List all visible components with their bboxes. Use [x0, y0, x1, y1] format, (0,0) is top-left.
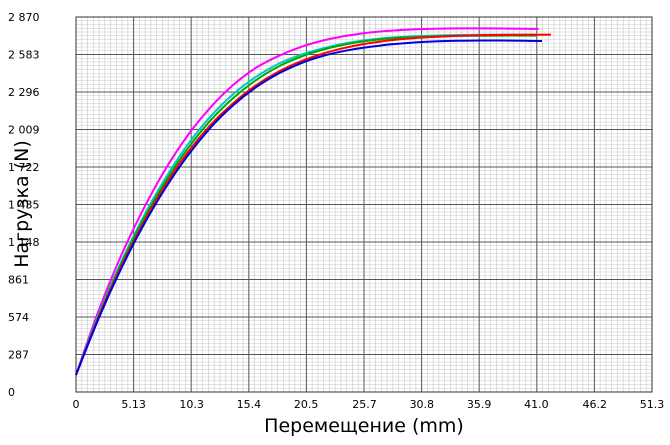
x-tick-label: 0	[73, 398, 80, 411]
y-tick-label: 0	[8, 386, 15, 399]
y-tick-label: 287	[8, 349, 29, 362]
x-tick-label: 51.3	[640, 398, 665, 411]
plot-frame	[75, 16, 653, 393]
x-tick-label: 46.2	[582, 398, 607, 411]
x-tick-labels: 0 5.13 10.3 15.4 20.5 25.7 30.8 35.9 41.0 46.2 51.…	[73, 398, 665, 411]
x-tick-label: 35.9	[467, 398, 492, 411]
y-tick-label: 2 009	[8, 124, 40, 137]
y-tick-label: 2 870	[8, 11, 40, 24]
series-layer	[75, 27, 551, 376]
y-tick-label: 1 435	[8, 199, 40, 212]
x-tick-label: 41.0	[524, 398, 549, 411]
x-tick-label: 5.13	[121, 398, 146, 411]
x-tick-label: 30.8	[410, 398, 435, 411]
y-tick-label: 574	[8, 311, 29, 324]
x-tick-label: 25.7	[352, 398, 377, 411]
series-line-1	[75, 27, 539, 376]
series-line-5	[75, 39, 543, 376]
y-tick-label: 1 148	[8, 236, 40, 249]
x-tick-label: 20.5	[294, 398, 319, 411]
y-tick-label: 2 583	[8, 49, 40, 62]
y-tick-label: 2 296	[8, 86, 40, 99]
y-tick-label: 861	[8, 274, 29, 287]
x-axis-title: Перемещение (mm)	[264, 415, 464, 437]
x-tick-label: 15.4	[237, 398, 262, 411]
y-tick-labels: 0 287 574 861 1 148 1 435 1 722 2 009 2 296 2 583…	[8, 11, 40, 399]
y-tick-label: 1 722	[8, 161, 40, 174]
x-tick-label: 10.3	[179, 398, 204, 411]
y-axis-title: Нагрузка (N)	[11, 140, 33, 268]
series-line-4	[75, 33, 551, 376]
